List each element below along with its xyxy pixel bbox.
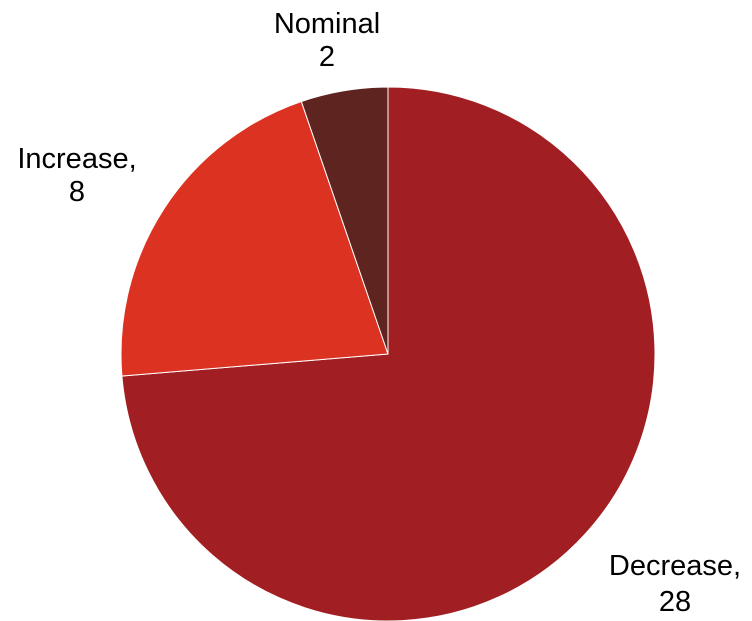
- data-label-increase: Increase, 8: [17, 143, 136, 208]
- data-label-value: 8: [69, 176, 85, 208]
- data-label-category: Increase,: [17, 143, 136, 175]
- pie-slice-nominal: [300, 86, 389, 355]
- data-label-value: 2: [319, 41, 335, 73]
- data-label-nominal: Nominal 2: [274, 8, 380, 73]
- pie-slice-increase: [120, 100, 389, 377]
- data-label-category: Decrease,: [609, 550, 741, 582]
- slices-layer: [120, 86, 656, 621]
- data-label-decrease: Decrease, 28: [609, 550, 741, 618]
- data-label-category: Nominal: [274, 8, 380, 40]
- data-label-value: 28: [659, 586, 691, 618]
